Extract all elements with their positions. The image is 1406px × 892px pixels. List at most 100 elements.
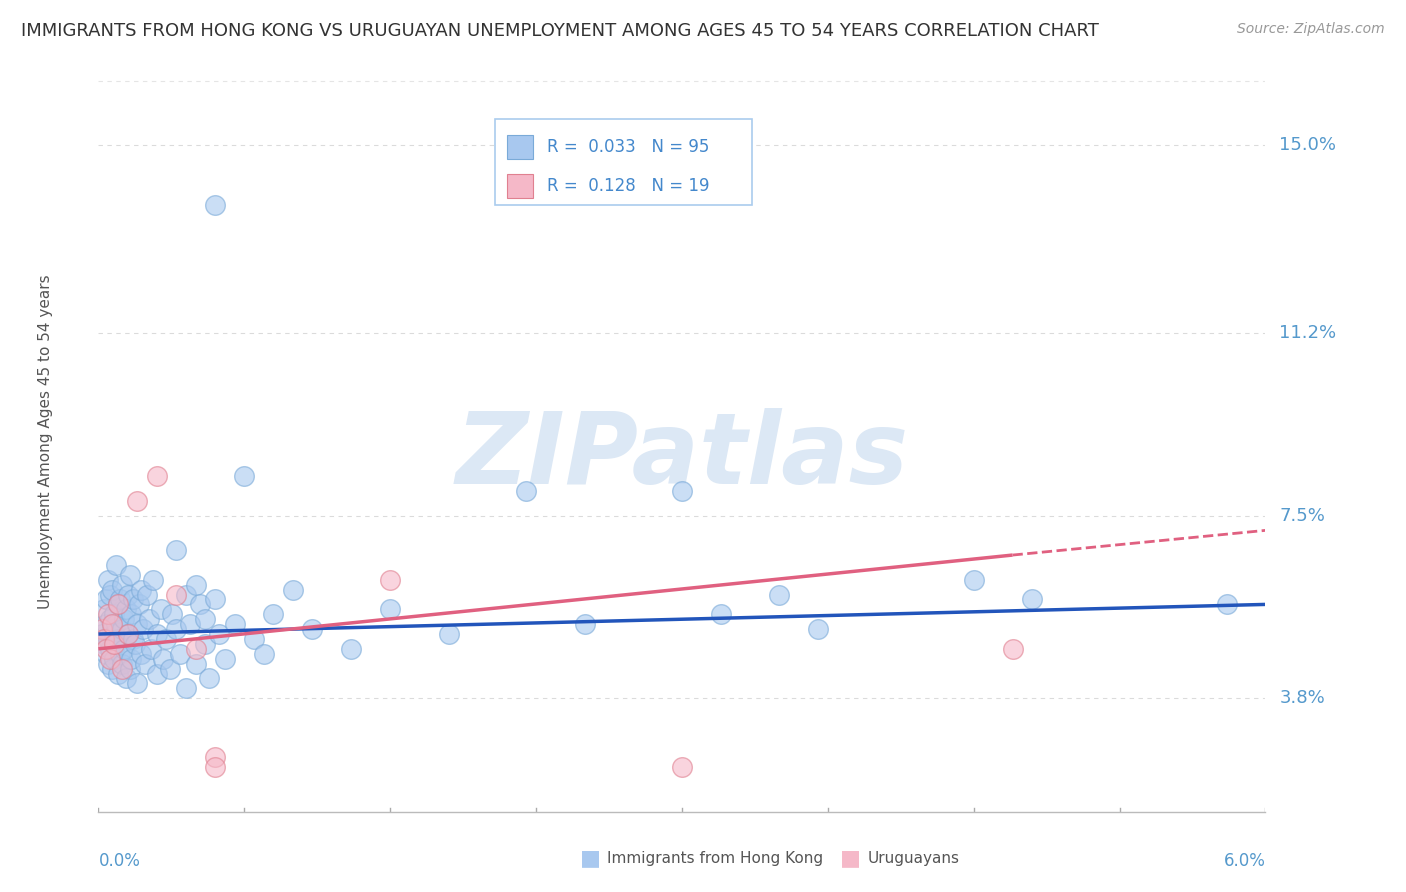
Text: R =  0.033   N = 95: R = 0.033 N = 95	[547, 137, 709, 156]
Point	[101, 617, 124, 632]
Point	[96, 647, 118, 661]
Point	[146, 469, 169, 483]
Point	[127, 493, 149, 508]
Point	[118, 662, 141, 676]
FancyBboxPatch shape	[495, 120, 752, 204]
Text: Immigrants from Hong Kong: Immigrants from Hong Kong	[607, 851, 824, 865]
Point	[129, 647, 152, 661]
Text: IMMIGRANTS FROM HONG KONG VS URUGUAYAN UNEMPLOYMENT AMONG AGES 45 TO 54 YEARS CO: IMMIGRANTS FROM HONG KONG VS URUGUAYAN U…	[21, 22, 1099, 40]
Point	[132, 622, 155, 636]
Point	[98, 612, 121, 626]
Point	[262, 607, 284, 622]
Point	[101, 582, 124, 597]
Point	[98, 651, 121, 665]
Point	[97, 632, 120, 646]
Point	[152, 651, 174, 665]
Point	[107, 632, 129, 646]
Point	[208, 627, 231, 641]
Point	[1021, 592, 1043, 607]
Point	[179, 617, 201, 632]
Point	[122, 632, 145, 646]
Point	[340, 641, 363, 656]
Point	[301, 622, 323, 636]
Point	[97, 573, 120, 587]
Point	[111, 662, 134, 676]
Text: R =  0.128   N = 19: R = 0.128 N = 19	[547, 177, 709, 194]
Point	[139, 641, 162, 656]
Point	[807, 622, 830, 636]
Point	[214, 651, 236, 665]
Point	[111, 657, 134, 671]
Text: Source: ZipAtlas.com: Source: ZipAtlas.com	[1237, 22, 1385, 37]
Point	[118, 567, 141, 582]
Point	[121, 651, 143, 665]
Text: 11.2%: 11.2%	[1279, 324, 1337, 342]
Point	[122, 592, 145, 607]
Point	[129, 582, 152, 597]
Point	[117, 627, 139, 641]
Point	[184, 641, 207, 656]
Point	[768, 588, 790, 602]
Point	[101, 662, 124, 676]
Point	[117, 627, 139, 641]
Point	[281, 582, 304, 597]
Text: ZIPatlas: ZIPatlas	[456, 408, 908, 505]
Point	[91, 627, 114, 641]
Point	[112, 612, 135, 626]
Point	[204, 197, 226, 211]
Point	[103, 637, 125, 651]
Point	[142, 573, 165, 587]
Point	[124, 637, 146, 651]
Point	[114, 672, 136, 686]
Point	[962, 573, 984, 587]
Point	[198, 672, 221, 686]
Point	[194, 637, 217, 651]
Point	[437, 627, 460, 641]
Point	[101, 622, 124, 636]
Point	[114, 602, 136, 616]
Point	[184, 657, 207, 671]
Point	[574, 617, 596, 632]
Point	[127, 676, 149, 690]
Point	[111, 577, 134, 591]
Point	[253, 647, 276, 661]
Point	[159, 662, 181, 676]
Point	[169, 647, 191, 661]
Point	[103, 627, 125, 641]
Point	[204, 750, 226, 764]
Point	[174, 588, 197, 602]
Point	[104, 617, 127, 632]
Text: 0.0%: 0.0%	[98, 853, 141, 871]
Point	[97, 607, 120, 622]
Point	[93, 632, 115, 646]
Point	[224, 617, 246, 632]
Point	[671, 760, 693, 774]
Point	[107, 666, 129, 681]
Point	[380, 573, 402, 587]
Point	[128, 598, 150, 612]
Point	[103, 651, 125, 665]
Point	[104, 637, 127, 651]
Point	[174, 681, 197, 696]
Text: 6.0%: 6.0%	[1223, 853, 1265, 871]
Point	[1215, 598, 1237, 612]
Point	[165, 622, 187, 636]
Point	[108, 647, 131, 661]
Text: Uruguayans: Uruguayans	[868, 851, 959, 865]
Point	[98, 641, 121, 656]
Point	[107, 598, 129, 612]
Point	[93, 637, 115, 651]
Point	[138, 612, 160, 626]
Point	[165, 588, 187, 602]
Point	[149, 602, 172, 616]
Point	[111, 622, 134, 636]
Text: 15.0%: 15.0%	[1279, 136, 1336, 154]
Point	[146, 627, 169, 641]
Point	[121, 607, 143, 622]
Point	[107, 598, 129, 612]
Point	[155, 632, 177, 646]
Point	[96, 592, 118, 607]
Point	[134, 657, 156, 671]
Text: 3.8%: 3.8%	[1279, 690, 1324, 707]
Point	[233, 469, 256, 483]
